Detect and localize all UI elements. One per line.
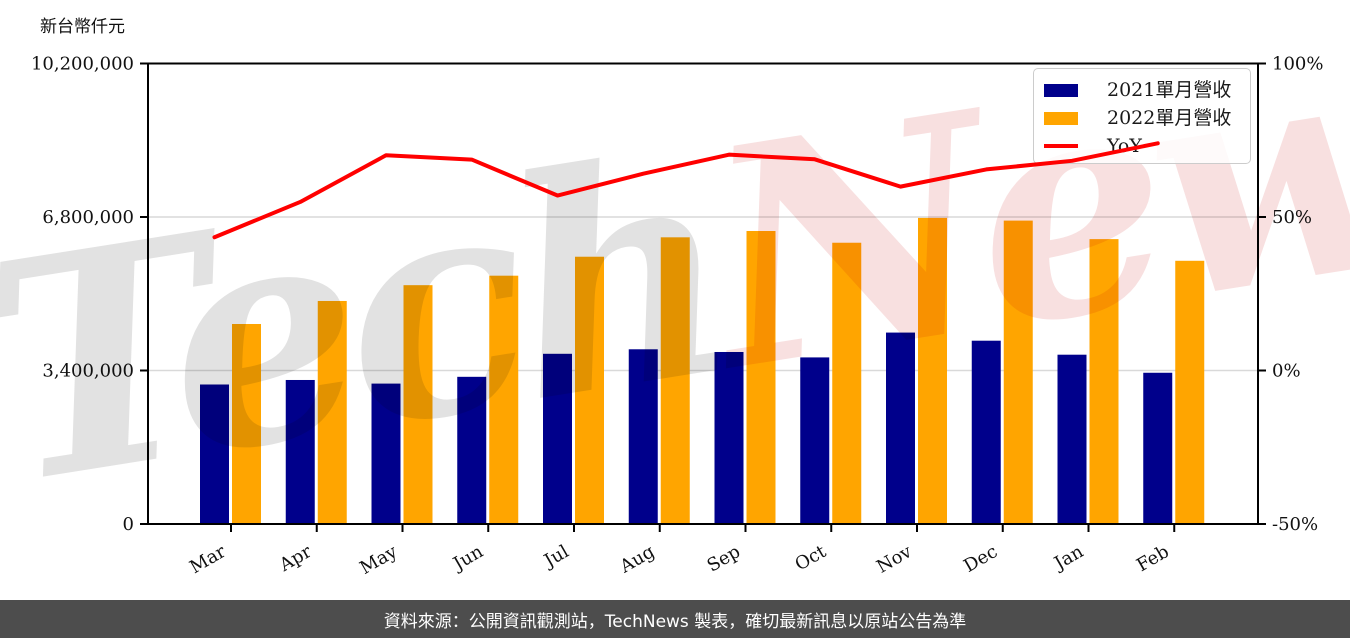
- legend: 2021單月營收 2022單月營收 YoY: [1033, 68, 1251, 164]
- right-tick-label: 50%: [1272, 207, 1312, 228]
- x-tick-label-Jan: Jan: [1049, 541, 1087, 575]
- right-tick-label: -50%: [1272, 514, 1318, 535]
- bar-2021-Jan: [1057, 354, 1087, 524]
- bar-2021-Jul: [543, 353, 572, 524]
- x-tick-label-Oct: Oct: [791, 541, 830, 576]
- bar-2021-May: [371, 383, 401, 524]
- bar-2021-Feb: [1143, 372, 1173, 524]
- bar-2022-Jun: [489, 275, 519, 524]
- legend-swatch-2022: [1044, 111, 1078, 125]
- legend-item-yoy: YoY: [1044, 132, 1250, 160]
- plot-border: [147, 62, 1259, 525]
- source-footer-text: 資料來源：公開資訊觀測站，TechNews 製表，確切最新訊息以原站公告為準: [383, 611, 967, 632]
- bar-2021-Sep: [714, 351, 744, 524]
- x-tick-label-Dec: Dec: [960, 541, 1001, 577]
- bar-2021-Dec: [971, 340, 1001, 524]
- plot-area: 0 3,400,000 6,800,000 10,200,000 -50% 0% 50% 10…: [31, 54, 1324, 580]
- right-tick-label: 100%: [1272, 54, 1323, 75]
- legend-swatch-2021: [1044, 83, 1078, 97]
- x-tick-label-Jul: Jul: [539, 541, 573, 573]
- left-tick-label: 3,400,000: [42, 361, 134, 382]
- bar-2022-Jul: [575, 256, 604, 524]
- legend-swatch-yoy-line: [1044, 144, 1078, 148]
- bar-2022-Jan: [1089, 239, 1119, 524]
- legend-label-yoy: YoY: [1107, 134, 1142, 157]
- left-tick-label: 6,800,000: [42, 207, 134, 228]
- x-tick-label-Aug: Aug: [616, 541, 659, 578]
- bar-2022-Nov: [918, 217, 947, 524]
- source-footer: 資料來源：公開資訊觀測站，TechNews 製表，確切最新訊息以原站公告為準: [0, 600, 1350, 638]
- legend-item-2021: 2021單月營收: [1044, 76, 1250, 104]
- y-axis-title: 新台幣仟元: [40, 17, 125, 37]
- bar-2022-Mar: [232, 323, 261, 524]
- x-tick-label-Nov: Nov: [873, 541, 916, 578]
- x-tick-label-Jun: Jun: [448, 541, 487, 576]
- legend-label-2021: 2021單月營收: [1107, 78, 1232, 101]
- left-tick-label: 0: [123, 514, 134, 535]
- x-tick-label-Feb: Feb: [1133, 541, 1173, 576]
- bar-2021-Mar: [200, 384, 229, 524]
- bar-2021-Apr: [285, 379, 315, 524]
- x-tick-label-Sep: Sep: [704, 541, 744, 576]
- bar-2021-Nov: [886, 332, 915, 524]
- bar-2021-Jun: [457, 376, 487, 524]
- bar-2022-Oct: [832, 242, 862, 524]
- legend-label-2022: 2022單月營收: [1107, 106, 1232, 129]
- bar-2022-Sep: [746, 230, 776, 524]
- x-tick-label-Mar: Mar: [186, 541, 230, 578]
- right-tick-label: 0%: [1272, 361, 1301, 382]
- bar-2022-Aug: [660, 237, 690, 525]
- left-tick-label: 10,200,000: [31, 54, 134, 75]
- legend-item-2022: 2022單月營收: [1044, 104, 1250, 132]
- bar-2022-Dec: [1003, 220, 1033, 525]
- bar-2021-Aug: [628, 349, 658, 524]
- bar-2022-May: [403, 285, 433, 524]
- x-tick-label-May: May: [356, 541, 401, 579]
- bar-2021-Oct: [800, 357, 830, 524]
- bar-2022-Feb: [1175, 260, 1205, 524]
- bar-2022-Apr: [317, 300, 347, 524]
- x-tick-label-Apr: Apr: [275, 541, 315, 576]
